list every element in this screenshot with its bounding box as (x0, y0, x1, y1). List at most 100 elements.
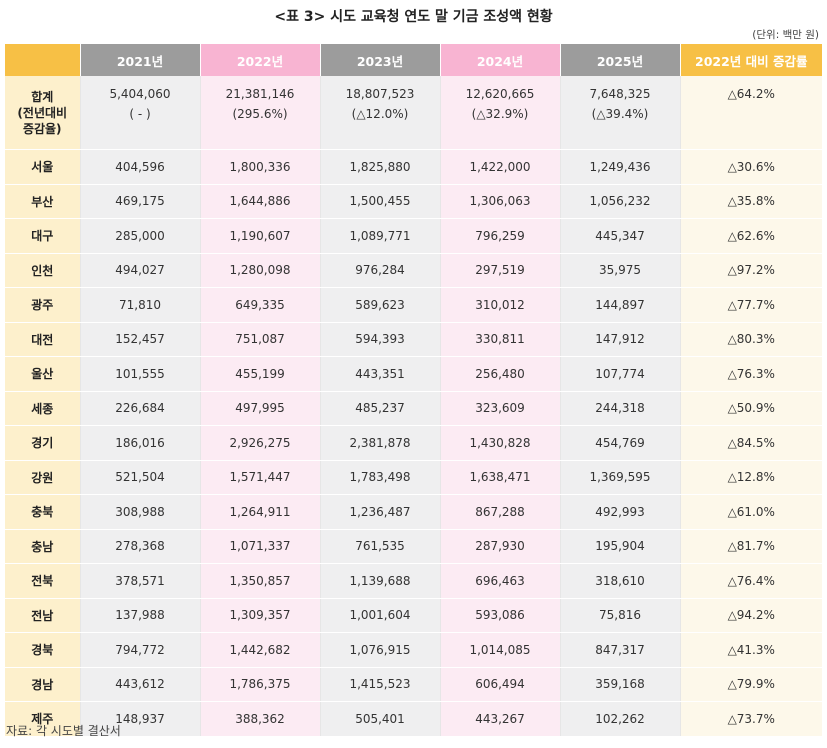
region-label: 광주 (5, 287, 80, 323)
value-cell: 445,347 (559, 218, 680, 254)
header-2021: 2021년 (79, 44, 200, 76)
value-cell: 278,368 (79, 529, 200, 564)
value-cell: 867,288 (439, 494, 560, 530)
rate-cell: △41.3% (679, 632, 822, 668)
value-cell: 1,825,880 (319, 149, 440, 185)
value-cell: 1,190,607 (199, 218, 320, 254)
value-cell: 594,393 (319, 322, 440, 357)
rate-cell: △80.3% (679, 322, 822, 357)
total-change: (△39.4%) (591, 107, 649, 121)
value-cell: 1,076,915 (319, 632, 440, 668)
total-label-line: (전년대비 (17, 105, 68, 120)
rate-cell: △84.5% (679, 425, 822, 461)
region-label: 울산 (5, 356, 80, 392)
value-cell: 378,571 (79, 563, 200, 599)
value-cell: 469,175 (79, 184, 200, 219)
value-cell: 256,480 (439, 356, 560, 392)
region-label: 서울 (5, 149, 80, 185)
value-cell: 404,596 (79, 149, 200, 185)
value-cell: 71,810 (79, 287, 200, 323)
value-cell: 2,926,275 (199, 425, 320, 461)
value-cell: 521,504 (79, 460, 200, 495)
value-cell: 1,056,232 (559, 184, 680, 219)
value-cell: 1,089,771 (319, 218, 440, 254)
table-row: 부산 469,175 1,644,886 1,500,455 1,306,063 1,05… (5, 184, 822, 219)
value-cell: 1,309,357 (199, 598, 320, 633)
value-cell: 102,262 (559, 701, 680, 737)
header-2023: 2023년 (319, 44, 440, 76)
value-cell: 761,535 (319, 529, 440, 564)
region-label: 경기 (5, 425, 80, 461)
value-cell: 1,306,063 (439, 184, 560, 219)
value-cell: 297,519 (439, 253, 560, 288)
value-cell: 1,500,455 (319, 184, 440, 219)
value-cell: 497,995 (199, 391, 320, 426)
region-label: 경북 (5, 632, 80, 668)
rate-cell: △79.9% (679, 667, 822, 702)
total-value: 12,620,665 (465, 87, 535, 101)
rate-cell: △35.8% (679, 184, 822, 219)
region-label: 전남 (5, 598, 80, 633)
region-label: 충북 (5, 494, 80, 530)
total-row: 합계 (전년대비 증감율) 5,404,060 ( - ) 21,381,146… (5, 76, 822, 150)
value-cell: 107,774 (559, 356, 680, 392)
value-cell: 310,012 (439, 287, 560, 323)
value-cell: 137,988 (79, 598, 200, 633)
value-cell: 1,139,688 (319, 563, 440, 599)
value-cell: 244,318 (559, 391, 680, 426)
rate-cell: △73.7% (679, 701, 822, 737)
header-row: 2021년 2022년 2023년 2024년 2025년 2022년 대비 증… (5, 44, 822, 76)
value-cell: 330,811 (439, 322, 560, 357)
unit-label: (단위: 백만 원) (752, 29, 819, 41)
value-cell: 1,800,336 (199, 149, 320, 185)
region-label: 제주 (5, 701, 80, 737)
total-label: 합계 (전년대비 증감율) (5, 76, 80, 150)
total-value: 5,404,060 (109, 87, 171, 101)
table-row: 경남 443,612 1,786,375 1,415,523 606,494 359,16… (5, 667, 822, 702)
table-row: 경북 794,772 1,442,682 1,076,915 1,014,085 847,… (5, 632, 822, 668)
table-row: 대전 152,457 751,087 594,393 330,811 147,912 △80… (5, 322, 822, 357)
table-row: 대구 285,000 1,190,607 1,089,771 796,259 445,34… (5, 218, 822, 254)
total-cell-2021: 5,404,060 ( - ) (79, 76, 200, 150)
total-value: 7,648,325 (589, 87, 651, 101)
value-cell: 226,684 (79, 391, 200, 426)
header-2025: 2025년 (559, 44, 680, 76)
value-cell: 323,609 (439, 391, 560, 426)
total-cell-2022: 21,381,146 (295.6%) (199, 76, 320, 150)
value-cell: 285,000 (79, 218, 200, 254)
rate-cell: △76.3% (679, 356, 822, 392)
value-cell: 1,249,436 (559, 149, 680, 185)
value-cell: 308,988 (79, 494, 200, 530)
region-label: 대구 (5, 218, 80, 254)
region-label: 전북 (5, 563, 80, 599)
rate-cell: △61.0% (679, 494, 822, 530)
value-cell: 1,350,857 (199, 563, 320, 599)
region-label: 부산 (5, 184, 80, 219)
rate-cell: △76.4% (679, 563, 822, 599)
rate-cell: △81.7% (679, 529, 822, 564)
value-cell: 593,086 (439, 598, 560, 633)
rate-cell: △62.6% (679, 218, 822, 254)
value-cell: 1,264,911 (199, 494, 320, 530)
region-label: 대전 (5, 322, 80, 357)
total-value: 18,807,523 (345, 87, 415, 101)
region-label: 경남 (5, 667, 80, 702)
value-cell: 144,897 (559, 287, 680, 323)
total-change: (295.6%) (232, 107, 288, 121)
rate-cell: △50.9% (679, 391, 822, 426)
rate-cell: △94.2% (679, 598, 822, 633)
value-cell: 359,168 (559, 667, 680, 702)
value-cell: 1,638,471 (439, 460, 560, 495)
region-label: 세종 (5, 391, 80, 426)
value-cell: 1,001,604 (319, 598, 440, 633)
value-cell: 1,071,337 (199, 529, 320, 564)
value-cell: 589,623 (319, 287, 440, 323)
value-cell: 388,362 (199, 701, 320, 737)
table-row: 충북 308,988 1,264,911 1,236,487 867,288 492,99… (5, 494, 822, 530)
region-label: 강원 (5, 460, 80, 495)
value-cell: 606,494 (439, 667, 560, 702)
total-cell-2024: 12,620,665 (△32.9%) (439, 76, 560, 150)
value-cell: 847,317 (559, 632, 680, 668)
value-cell: 1,571,447 (199, 460, 320, 495)
table-title: <표 3> 시도 교육청 연도 말 기금 조성액 현황 (274, 9, 553, 25)
